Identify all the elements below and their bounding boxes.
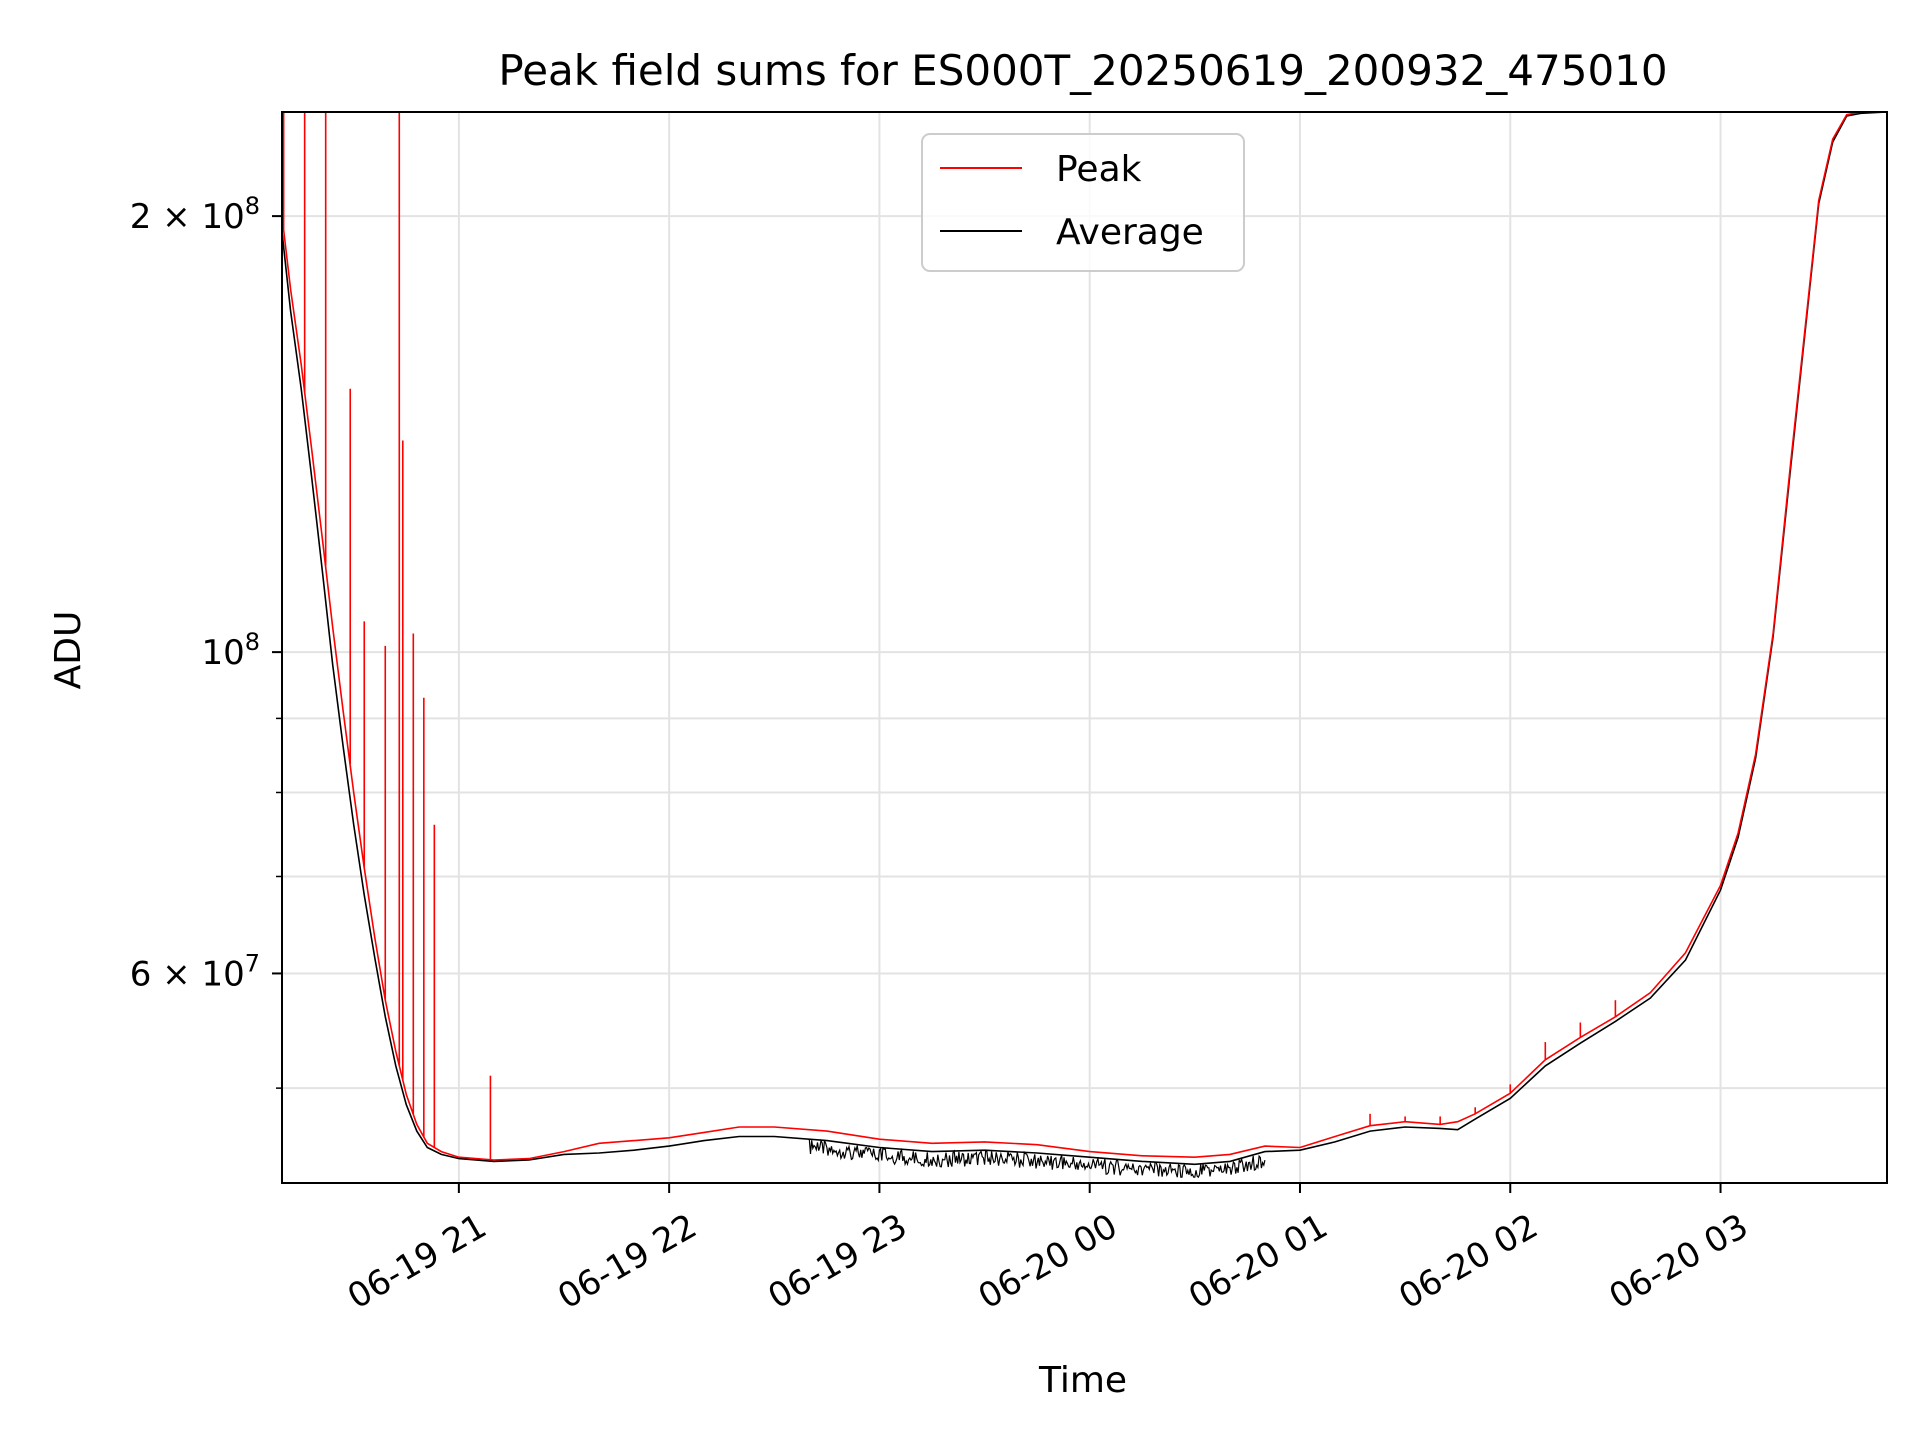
legend: Peak Average (921, 133, 1245, 272)
y-tick-label: 6 × 107 (130, 949, 260, 994)
chart-title: Peak field sums for ES000T_20250619_2009… (498, 46, 1667, 95)
series-average (282, 112, 1887, 1179)
series-peak (282, 112, 1887, 1161)
x-axis-label: Time (1038, 1360, 1127, 1401)
y-axis-label: ADU (48, 611, 89, 690)
series-line-average (282, 112, 1887, 1166)
legend-label-peak: Peak (1056, 149, 1142, 190)
series-noise-average (808, 1138, 1266, 1179)
series-layer (282, 112, 1887, 1179)
legend-label-average: Average (1056, 212, 1204, 253)
series-line-peak (282, 112, 1887, 1161)
y-tick-label: 2 × 108 (130, 192, 260, 237)
plot-frame (281, 111, 1888, 1184)
